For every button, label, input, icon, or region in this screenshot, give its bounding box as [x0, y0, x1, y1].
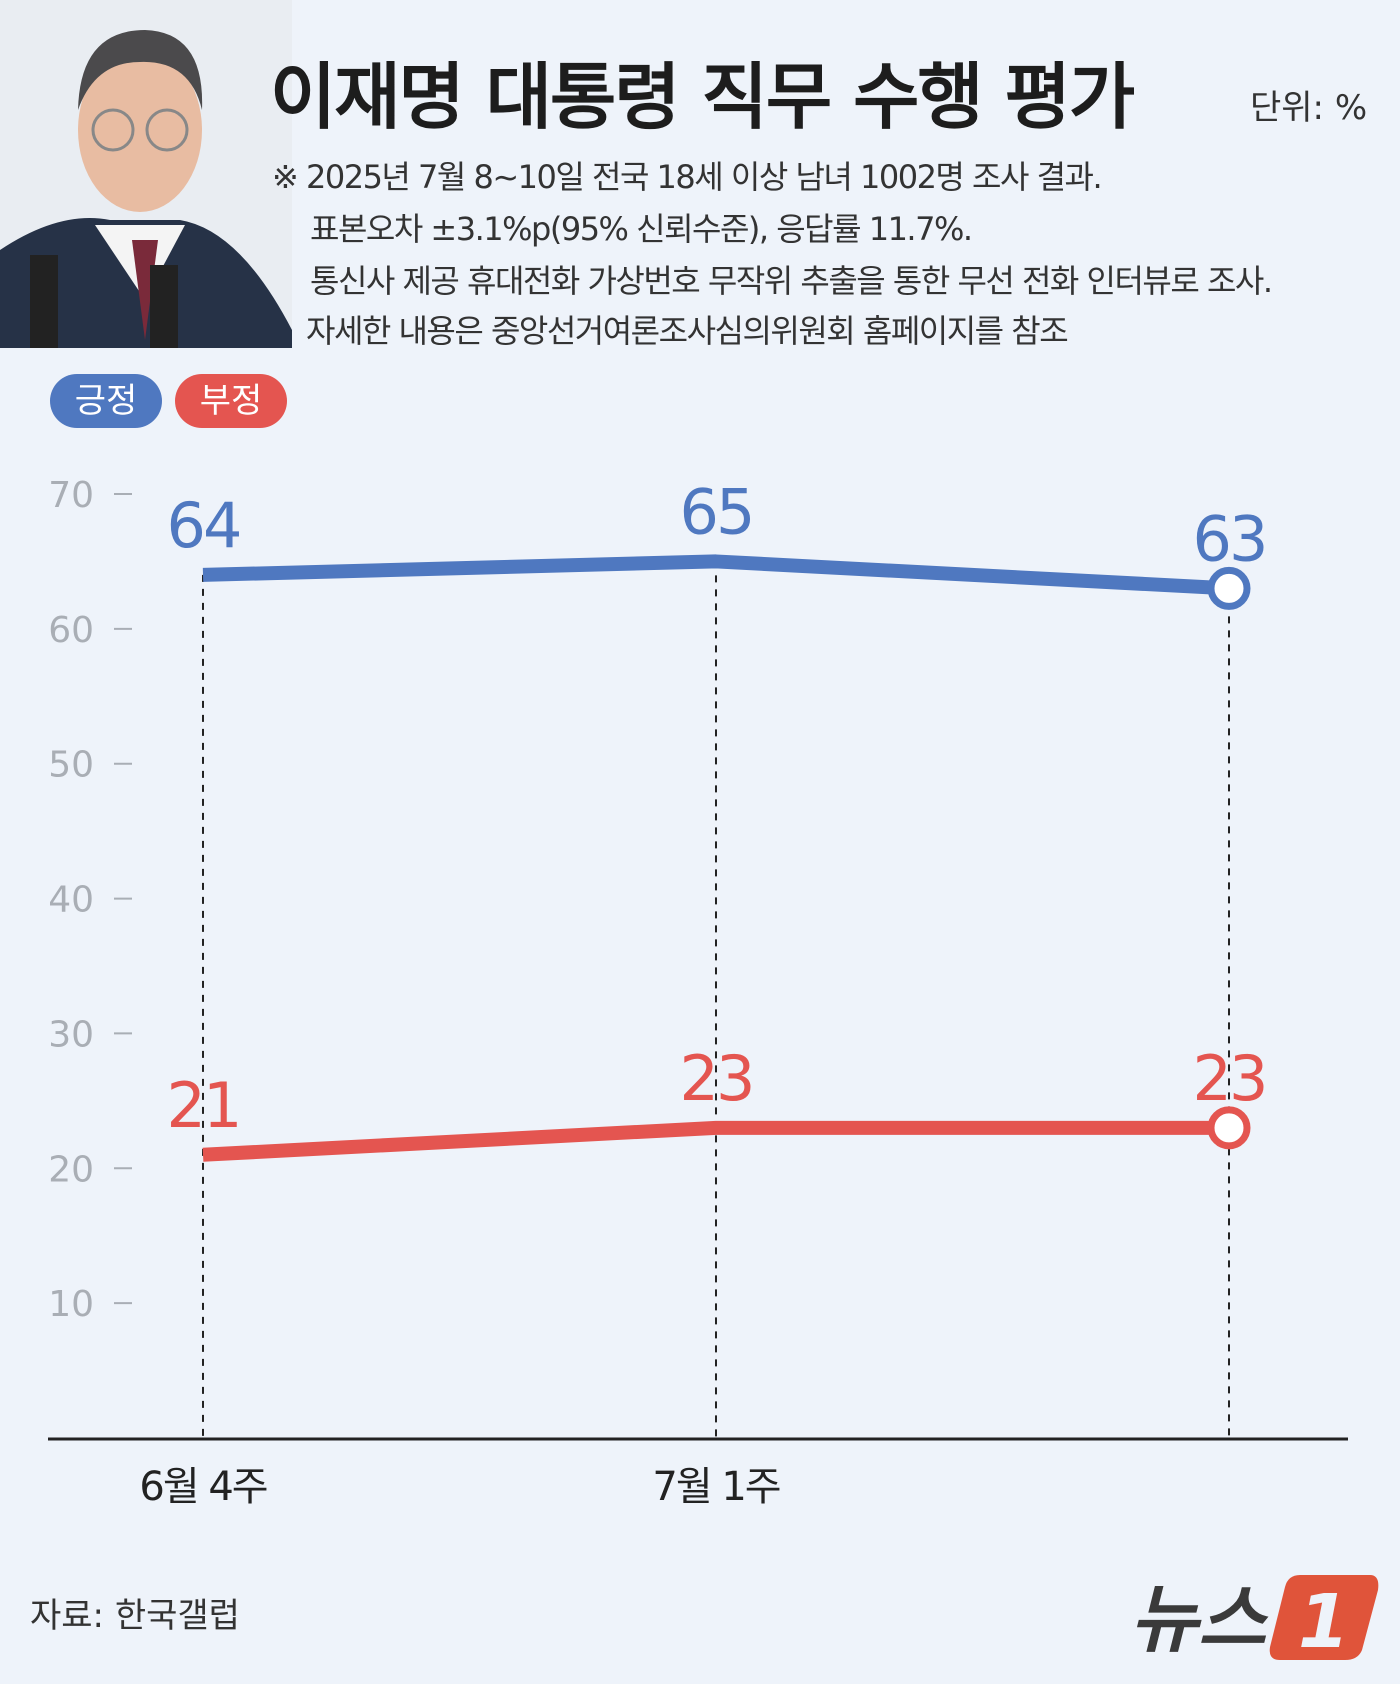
x-tick-label: 7월 1주 [652, 1464, 779, 1510]
series-line-negative [202, 1120, 1229, 1162]
y-tick-label: 30 [48, 1014, 94, 1055]
data-label: 23 [1193, 1042, 1266, 1115]
svg-text:뉴스: 뉴스 [1130, 1577, 1269, 1663]
y-tick-label: 40 [48, 880, 94, 921]
y-tick-label: 70 [48, 475, 94, 516]
legend-positive: 긍정 [50, 374, 162, 428]
svg-text:1: 1 [1298, 1579, 1350, 1665]
data-label: 64 [167, 489, 240, 562]
end-point-marker [1207, 1106, 1251, 1150]
data-label: 21 [167, 1069, 240, 1142]
y-tick-label: 10 [48, 1284, 94, 1325]
y-tick-label: 60 [48, 610, 94, 651]
series-line-positive [202, 554, 1230, 596]
y-tick-label: 20 [48, 1149, 94, 1190]
survey-note: 통신사 제공 휴대전화 가상번호 무작위 추출을 통한 무선 전화 인터뷰로 조… [310, 262, 1273, 300]
x-tick-label: 6월 4주 [139, 1464, 266, 1510]
data-label: 65 [680, 475, 753, 548]
y-tick-label: 50 [48, 745, 94, 786]
chart-title: 이재명 대통령 직무 수행 평가 [270, 55, 1135, 139]
survey-note: 표본오차 ±3.1%p(95% 신뢰수준), 응답률 11.7%. [310, 210, 973, 248]
legend-negative: 부정 [175, 374, 287, 428]
president-photo [0, 0, 292, 348]
survey-note: 자세한 내용은 중앙선거여론조사심의위원회 홈페이지를 참조 [306, 312, 1069, 350]
end-point-marker [1207, 566, 1251, 610]
source-label: 자료: 한국갤럽 [30, 1596, 240, 1636]
data-label: 63 [1193, 502, 1266, 575]
unit-label: 단위: % [1250, 88, 1368, 128]
survey-note: ※ 2025년 7월 8~10일 전국 18세 이상 남녀 1002명 조사 결… [272, 158, 1103, 196]
data-label: 23 [680, 1042, 753, 1115]
news1-logo: 뉴스 1 [1130, 1565, 1380, 1669]
